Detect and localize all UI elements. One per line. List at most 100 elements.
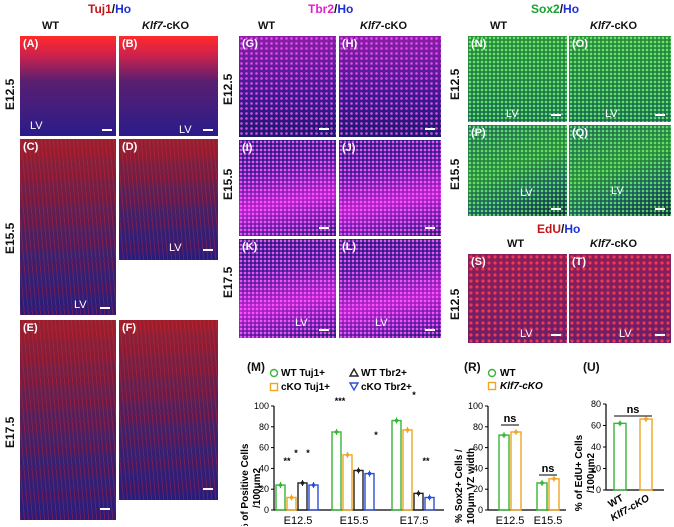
lv-label: LV: [295, 317, 308, 329]
data-point: [394, 418, 399, 423]
scale-bar: [100, 307, 110, 309]
scale-bar: [551, 114, 561, 116]
scale-bar: [319, 329, 329, 331]
panel-d-label: (D): [122, 141, 138, 153]
y-tick-label: 0: [596, 485, 601, 495]
bar-wt: [498, 434, 510, 511]
significance-marker: ns: [542, 463, 555, 475]
data-point: [278, 483, 283, 487]
panel-n-label: (N): [471, 38, 487, 50]
panel-n-image: (N) LV: [468, 36, 567, 122]
y-tick-label: 60: [259, 443, 269, 453]
edu-marker-label: EdU: [537, 222, 561, 236]
panel-f-label: (F): [122, 322, 137, 334]
panel-a-image: (A) LV: [20, 36, 116, 136]
significance-marker: *: [374, 430, 378, 440]
data-point: [345, 453, 350, 457]
y-tick-label: 20: [591, 464, 601, 474]
tbr2-sep: /: [334, 2, 338, 16]
data-point: [356, 468, 361, 473]
y-tick-label: 60: [591, 421, 601, 431]
bar-wt-tuj1-: [275, 484, 286, 511]
chart-r-bars: ns ns: [498, 413, 560, 511]
legend-marker-square: [487, 381, 497, 391]
row-label-e155-sox2: E15.5: [448, 158, 462, 190]
lv-label: LV: [179, 124, 192, 136]
panel-t-label: (T): [572, 256, 587, 268]
row-label-e175-tuj1: E17.5: [3, 416, 17, 448]
y-tick-label: 40: [259, 463, 269, 473]
y-tick-label: 40: [473, 463, 483, 473]
scale-bar: [551, 334, 561, 336]
panel-l-label: (L): [342, 241, 357, 253]
significance-marker: ns: [627, 404, 640, 416]
scale-bar: [203, 488, 213, 490]
significance-marker: ns: [504, 413, 517, 425]
panel-q-label: (Q): [572, 127, 588, 139]
lv-label: LV: [520, 187, 533, 199]
x-tick-label: E15.5: [534, 515, 563, 526]
bar-cko-tuj1-: [402, 429, 413, 511]
lv-label: LV: [506, 108, 519, 120]
chart-m-ylabel-2: /100μm2: [252, 468, 263, 508]
x-tick-label: E17.5: [400, 515, 429, 526]
row-label-e125-tuj1: E12.5: [3, 78, 17, 110]
edu-sep: /: [561, 222, 565, 236]
bar-wt-tbr2-: [297, 482, 308, 511]
row-label-e155-tuj1: E15.5: [3, 222, 17, 254]
panel-k-label: (K): [242, 241, 258, 253]
panel-s-image: (S) LV: [468, 254, 567, 343]
panel-b-image: (B) LV: [119, 36, 218, 136]
panel-h-image: (H): [339, 36, 441, 137]
edu-counter-label: Ho: [564, 222, 581, 236]
scale-bar: [203, 249, 213, 251]
data-point: [405, 428, 410, 432]
y-tick-label: 100: [468, 401, 483, 411]
scale-bar: [425, 329, 435, 331]
data-point: [540, 481, 544, 485]
panel-s-label: (S): [471, 256, 486, 268]
data-point: [300, 481, 305, 485]
sox2-marker-label: Sox2: [531, 2, 560, 16]
chart-r-ylabel-2: 100μm VZ width: [466, 448, 477, 524]
tbr2-header: Tbr2/Ho: [308, 2, 353, 16]
sox2-sep: /: [559, 2, 564, 16]
data-point: [311, 483, 316, 487]
chart-m-bars: *** ********: [275, 390, 435, 511]
chart-r-legend: WT Klf7-cKO: [487, 368, 543, 392]
x-tick-label: E12.5: [284, 515, 313, 526]
legend-label: WT: [500, 368, 516, 379]
x-tick-label: E15.5: [340, 515, 369, 526]
bar-wt: [613, 422, 627, 491]
panel-k-image: (K) LV: [239, 239, 336, 338]
scale-bar: [425, 128, 435, 130]
row-label-e125-edu: E12.5: [448, 288, 462, 320]
y-tick-label: 40: [591, 442, 601, 452]
col-header-cko-tbr2: Klf7-cKO: [360, 20, 408, 32]
lv-label: LV: [611, 185, 624, 197]
legend-label: WT Tuj1+: [281, 368, 325, 379]
panel-p-label: (P): [471, 127, 486, 139]
bar-wt-tuj1-: [331, 431, 342, 511]
panel-o-label: (O): [572, 38, 588, 50]
panel-l-image: (L) LV: [339, 239, 441, 338]
col-header-wt-tbr2: WT: [258, 20, 276, 32]
tbr2-counter-label: Ho: [337, 2, 354, 16]
panel-c-image: (C) LV: [20, 139, 116, 315]
chart-u-ylabel-2: /100μm2: [586, 453, 597, 493]
data-point: [416, 491, 421, 496]
y-tick-label: 20: [473, 484, 483, 494]
scale-bar: [425, 227, 435, 229]
chart-u-ylabel-1: % of EdU+ Cells: [574, 434, 585, 511]
data-point: [644, 417, 648, 421]
y-tick-label: 80: [591, 399, 601, 409]
scale-bar: [319, 128, 329, 130]
panel-a-label: (A): [23, 38, 39, 50]
legend-marker-triangle-down: [348, 382, 360, 392]
tuj1-counter-label: Ho: [115, 2, 132, 16]
scale-bar: [655, 334, 665, 336]
bar-klf7-cko: [510, 431, 522, 511]
data-point: [618, 421, 622, 426]
scale-bar: [655, 114, 665, 116]
